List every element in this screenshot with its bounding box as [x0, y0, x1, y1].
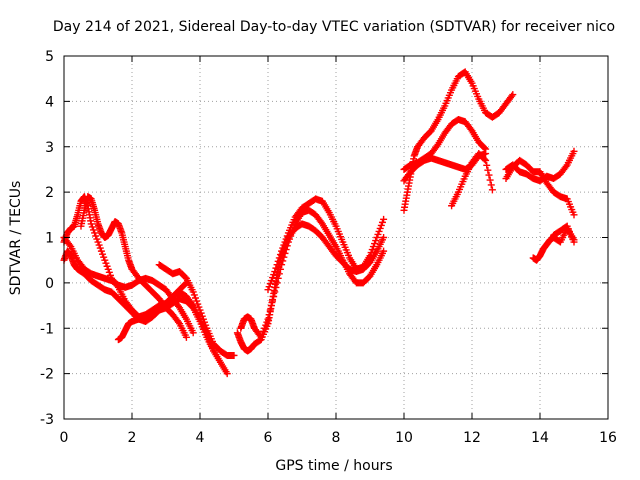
data-point — [480, 155, 488, 163]
data-point — [267, 302, 275, 310]
data-point — [487, 181, 495, 189]
x-tick-label: 6 — [264, 430, 273, 446]
data-point — [275, 270, 283, 278]
data-point — [275, 254, 283, 262]
data-point — [182, 333, 190, 341]
data-point — [264, 315, 272, 323]
data-point — [272, 264, 280, 272]
data-point — [283, 242, 291, 250]
series-7 — [237, 206, 388, 341]
x-tick-label: 10 — [395, 430, 413, 446]
y-tick-label: 5 — [45, 49, 54, 65]
y-tick-label: -2 — [40, 367, 54, 383]
data-point — [230, 351, 238, 359]
data-point — [482, 156, 490, 164]
y-tick-label: 3 — [45, 140, 54, 156]
data-point — [271, 268, 279, 276]
data-point — [272, 283, 280, 291]
data-point — [274, 274, 282, 282]
data-point — [276, 265, 284, 273]
data-point — [174, 318, 182, 326]
series-5 — [155, 261, 238, 359]
y-tick-label: -1 — [40, 321, 54, 337]
x-tick-label: 4 — [196, 430, 205, 446]
series-8 — [264, 195, 388, 294]
y-tick-label: 1 — [45, 231, 54, 247]
data-point — [270, 292, 278, 300]
chart-title: Day 214 of 2021, Sidereal Day-to-day VTE… — [53, 19, 615, 35]
data-point — [562, 162, 570, 170]
data-point — [380, 215, 388, 223]
data-point — [274, 257, 282, 265]
data-point — [570, 238, 578, 246]
x-tick-label: 0 — [60, 430, 69, 446]
series-15 — [529, 224, 578, 264]
y-tick-label: 4 — [45, 94, 54, 110]
series-16 — [550, 222, 578, 246]
data-points — [60, 68, 578, 378]
data-point — [276, 251, 284, 259]
data-point — [269, 297, 277, 305]
data-point — [485, 171, 493, 179]
data-point — [380, 247, 388, 255]
x-axis-label: GPS time / hours — [275, 458, 392, 474]
grid-lines — [64, 56, 608, 419]
series-10 — [400, 116, 490, 173]
data-point — [273, 261, 281, 269]
data-point — [189, 329, 197, 337]
y-tick-label: 0 — [45, 276, 54, 292]
series-14 — [502, 156, 578, 219]
series-4 — [114, 295, 231, 378]
y-tick-label: -3 — [40, 412, 54, 428]
x-tick-label: 2 — [128, 430, 137, 446]
data-point — [265, 311, 273, 319]
data-point — [380, 234, 388, 241]
x-tick-label: 16 — [599, 430, 617, 446]
data-point — [271, 288, 279, 296]
series-2 — [60, 234, 197, 337]
data-point — [570, 211, 578, 219]
data-point — [266, 306, 274, 314]
series-12 — [448, 150, 496, 210]
y-tick-label: 2 — [45, 185, 54, 201]
data-point — [488, 186, 496, 194]
data-point — [282, 246, 290, 254]
y-axis-label: SDTVAR / TECUs — [8, 181, 24, 296]
data-point — [509, 91, 517, 99]
data-point — [483, 161, 491, 169]
data-point — [273, 279, 281, 287]
data-point — [486, 176, 494, 184]
x-tick-label: 12 — [463, 430, 481, 446]
x-tick-label: 8 — [332, 430, 341, 446]
data-point — [508, 92, 516, 100]
data-point — [570, 147, 578, 155]
data-point — [66, 241, 74, 249]
data-point — [482, 150, 490, 158]
series-3 — [77, 193, 190, 341]
data-point — [480, 144, 488, 152]
data-point — [484, 166, 492, 174]
data-point — [223, 370, 231, 378]
x-tick-label: 14 — [531, 430, 549, 446]
